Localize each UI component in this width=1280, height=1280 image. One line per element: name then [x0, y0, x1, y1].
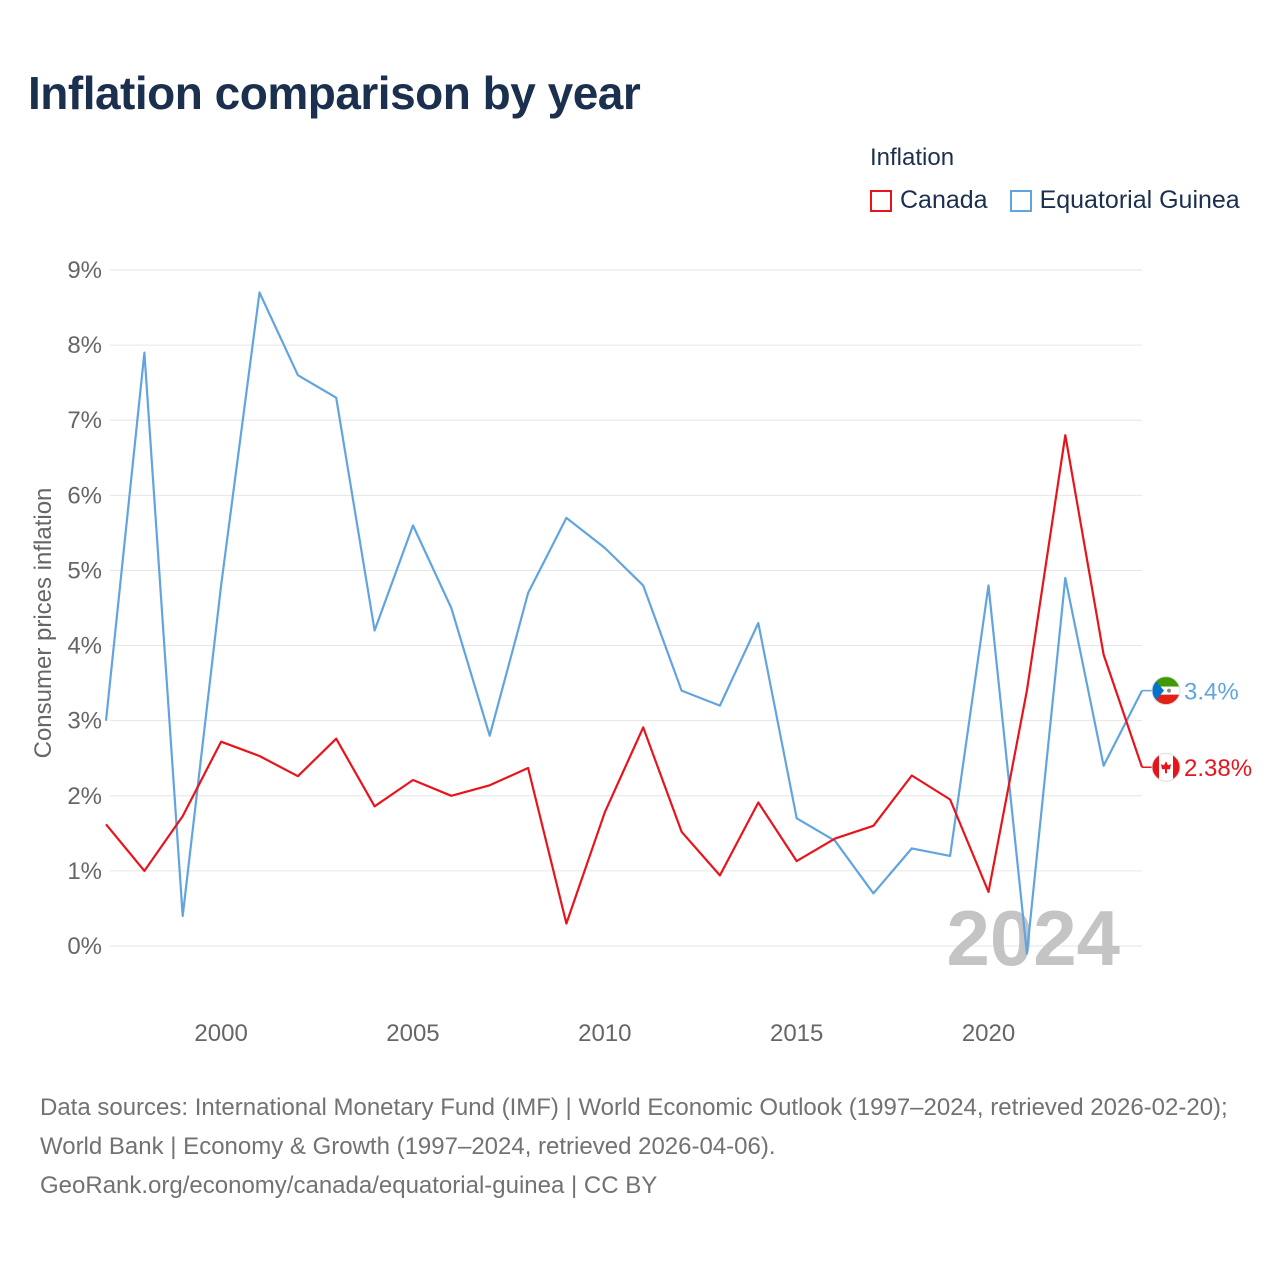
- x-axis-tick-labels: 2000 2005 2010 2015 2020: [194, 1020, 1015, 1047]
- legend-swatch-equatorial-guinea: [1009, 189, 1032, 212]
- legend-label-equatorial-guinea: Equatorial Guinea: [1039, 186, 1240, 214]
- end-labels: 2.38% 3.4%: [1142, 676, 1252, 782]
- x-tick-label: 2020: [962, 1020, 1015, 1047]
- equatorial-guinea-flag-icon: [1151, 676, 1181, 706]
- end-value-canada: 2.38%: [1184, 755, 1252, 782]
- y-tick-label: 2%: [67, 783, 102, 810]
- footer-sources: Data sources: International Monetary Fun…: [40, 1094, 1228, 1160]
- y-axis-tick-labels: 0% 1% 2% 3% 4% 5% 6% 7% 8% 9%: [67, 257, 102, 960]
- legend-item-canada[interactable]: Canada: [870, 186, 988, 215]
- legend-title: Inflation: [870, 144, 955, 171]
- x-tick-label: 2000: [194, 1020, 247, 1047]
- footer: Data sources: International Monetary Fun…: [40, 1088, 1250, 1205]
- y-tick-label: 9%: [67, 257, 102, 284]
- y-tick-label: 4%: [67, 633, 102, 660]
- chart-title: Inflation comparison by year: [28, 67, 641, 119]
- y-tick-label: 0%: [67, 933, 102, 960]
- end-label-equatorial-guinea: 3.4%: [1142, 676, 1239, 706]
- gridlines: [110, 269, 1142, 947]
- legend-swatch-canada: [870, 189, 892, 212]
- x-tick-label: 2005: [386, 1020, 439, 1047]
- series-lines: [104, 291, 1144, 955]
- y-tick-label: 6%: [67, 482, 102, 509]
- end-label-canada: 2.38%: [1142, 752, 1252, 782]
- y-tick-label: 7%: [67, 407, 102, 434]
- series-line-canada[interactable]: [105, 434, 1144, 925]
- legend-item-equatorial-guinea[interactable]: Equatorial Guinea: [1009, 186, 1240, 215]
- y-tick-label: 5%: [67, 557, 102, 584]
- x-tick-label: 2015: [770, 1020, 823, 1047]
- year-watermark: 2024: [946, 894, 1120, 982]
- y-tick-label: 3%: [67, 708, 102, 735]
- y-tick-label: 1%: [67, 858, 102, 885]
- legend-label-canada: Canada: [900, 186, 988, 214]
- end-value-equatorial-guinea: 3.4%: [1184, 679, 1239, 706]
- y-tick-label: 8%: [67, 332, 102, 359]
- x-tick-label: 2010: [578, 1020, 631, 1047]
- legend: Inflation Canada Equatorial Guinea: [870, 144, 1240, 215]
- canada-flag-icon: [1151, 752, 1181, 782]
- y-axis-title: Consumer prices inflation: [30, 488, 57, 759]
- series-line-equatorial-guinea[interactable]: [104, 291, 1143, 955]
- footer-attribution: GeoRank.org/economy/canada/equatorial-gu…: [40, 1172, 658, 1199]
